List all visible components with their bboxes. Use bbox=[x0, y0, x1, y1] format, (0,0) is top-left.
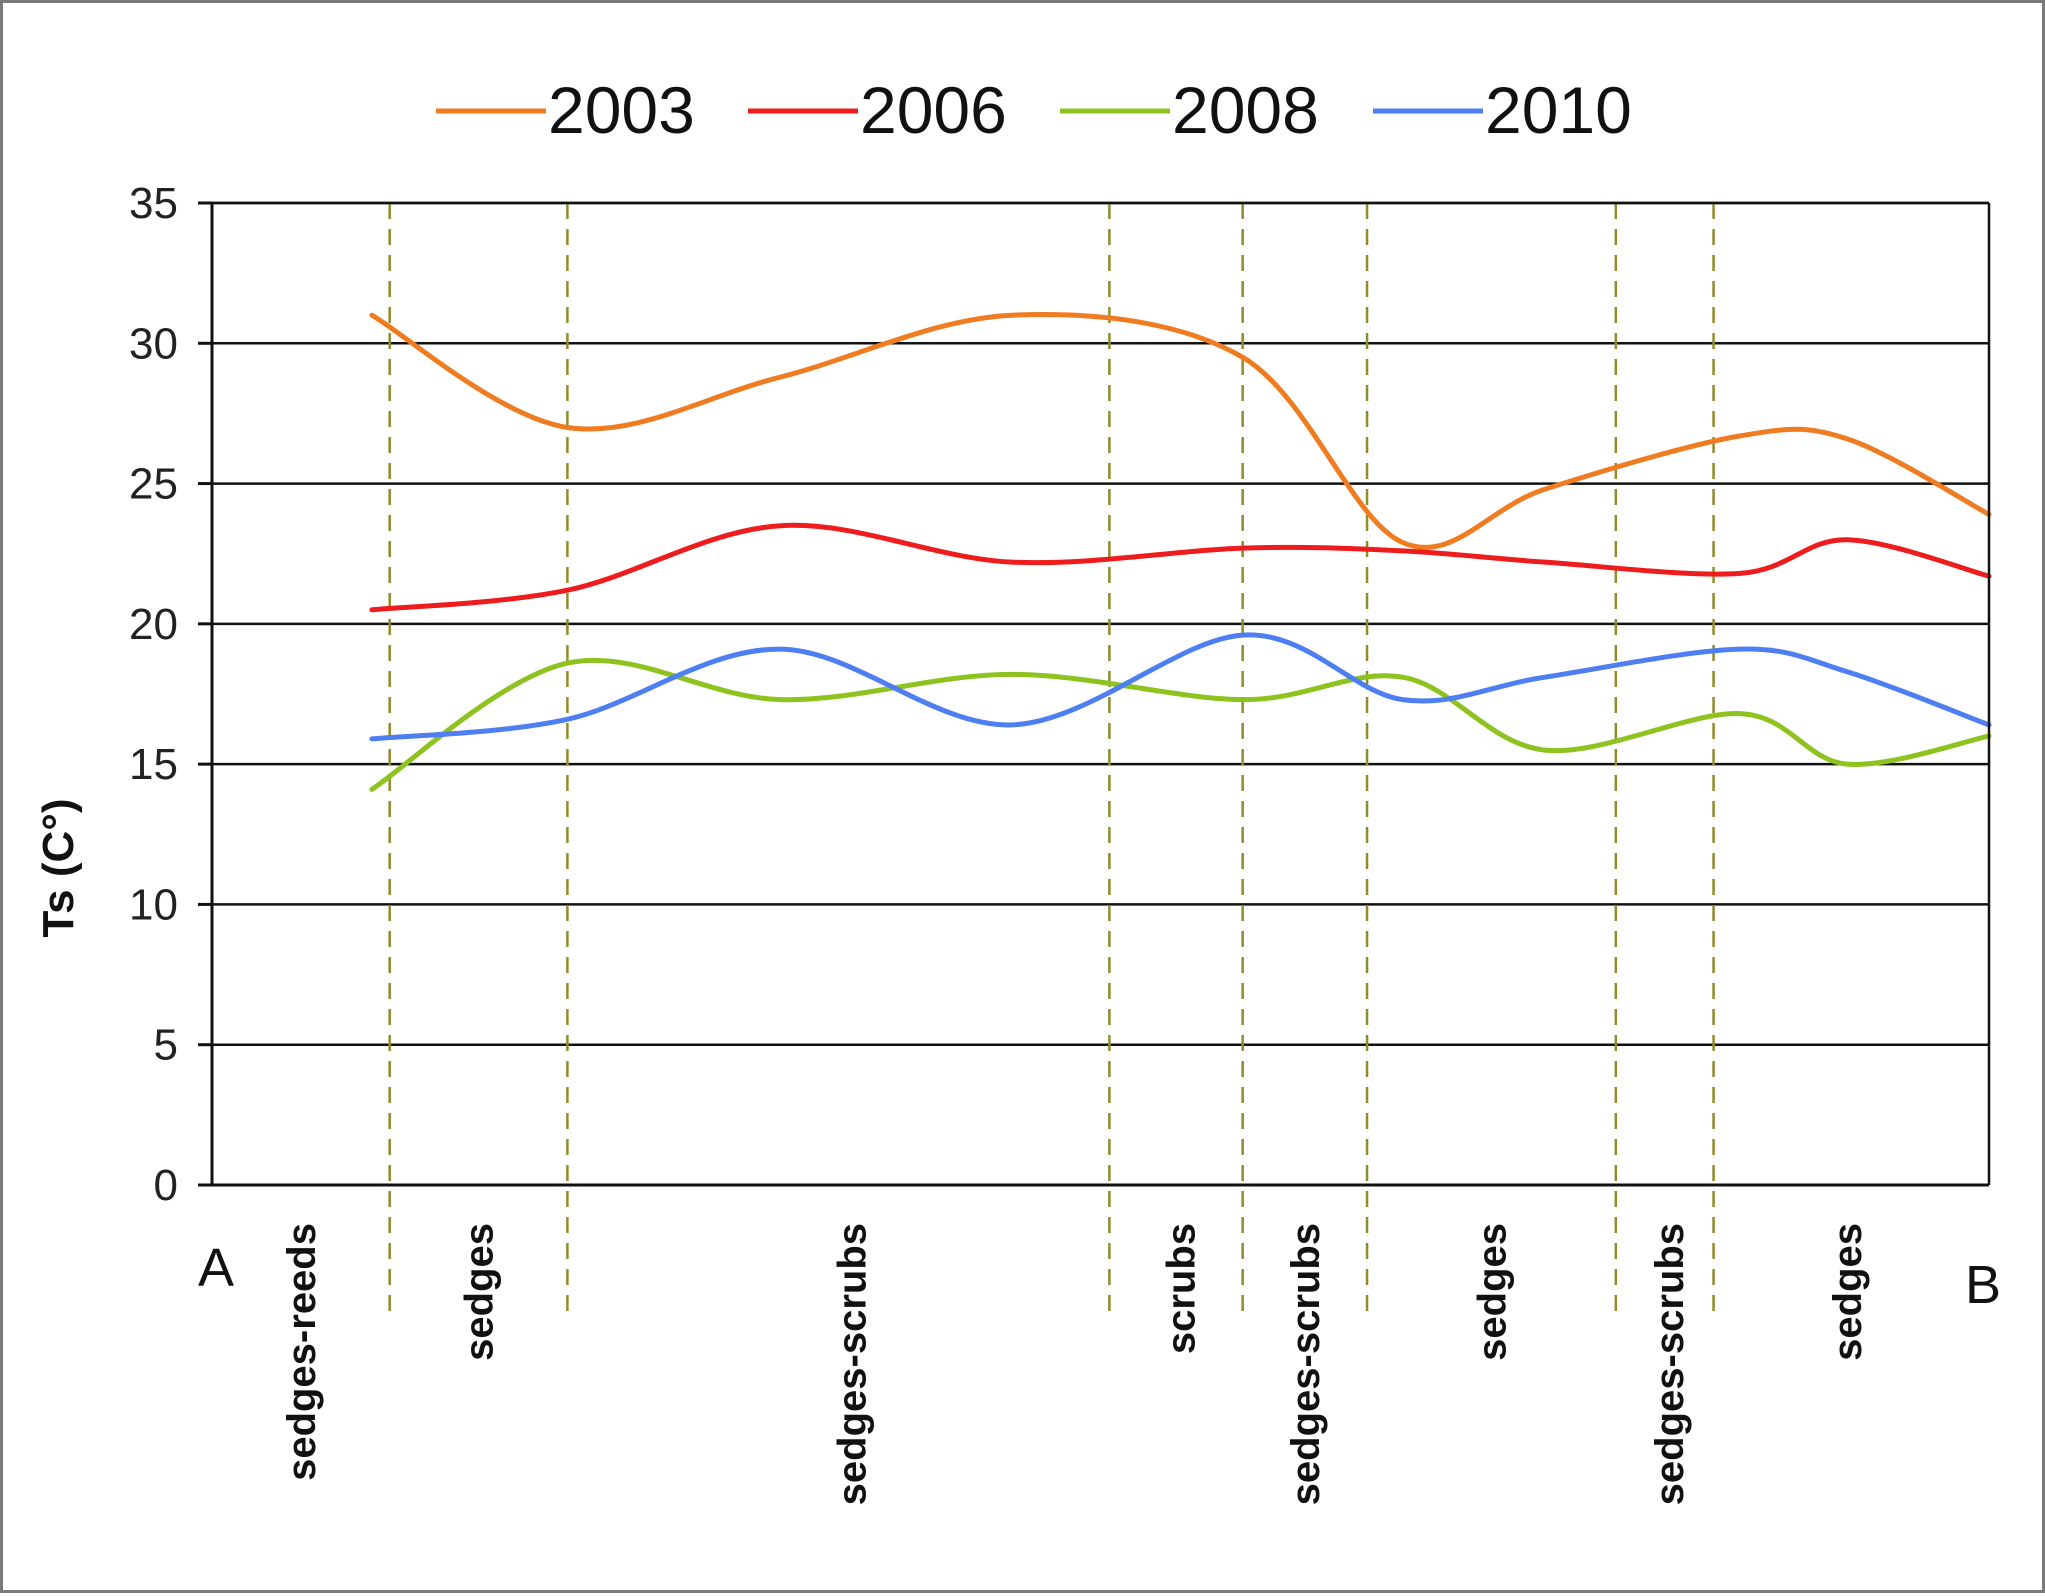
series-line-2003 bbox=[369, 312, 1992, 550]
zone-label-6: sedges bbox=[1470, 1223, 1514, 1361]
legend: 2003 2006 2008 2010 bbox=[436, 73, 1632, 147]
gridlines bbox=[212, 201, 1989, 1046]
legend-label-2006: 2006 bbox=[860, 73, 1007, 147]
endpoint-label-end: B bbox=[1965, 1255, 2001, 1315]
zone-label-2: sedges bbox=[458, 1223, 502, 1361]
legend-label-2003: 2003 bbox=[548, 73, 695, 147]
legend-label-2008: 2008 bbox=[1172, 73, 1319, 147]
zone-label-1: sedges-reeds bbox=[280, 1223, 324, 1481]
zone-label-7: sedges-scrubs bbox=[1648, 1223, 1692, 1505]
y-tick-label-20: 20 bbox=[129, 600, 178, 649]
y-tick-label-5: 5 bbox=[154, 1021, 178, 1070]
series-lines bbox=[369, 312, 1992, 792]
legend-label-2010: 2010 bbox=[1485, 73, 1632, 147]
zone-label-5: sedges-scrubs bbox=[1284, 1223, 1328, 1505]
y-tick-label-10: 10 bbox=[129, 880, 178, 929]
y-tick-label-0: 0 bbox=[154, 1161, 178, 1210]
y-tick-label-30: 30 bbox=[129, 319, 178, 368]
zone-labels: sedges-reeds sedges sedges-scrubs scrubs sed… bbox=[280, 1223, 1870, 1505]
y-tick-labels: 0 5 10 15 20 25 30 35 bbox=[129, 179, 178, 1210]
axes bbox=[198, 201, 1991, 1187]
y-tick-label-35: 35 bbox=[129, 179, 178, 228]
series-line-2006 bbox=[369, 522, 1992, 613]
zone-label-8: sedges bbox=[1826, 1223, 1870, 1361]
y-tick-label-15: 15 bbox=[129, 740, 178, 789]
zone-label-3: sedges-scrubs bbox=[831, 1223, 875, 1505]
series-line-2010 bbox=[369, 632, 1992, 742]
y-axis-label: Ts (C°) bbox=[34, 799, 83, 938]
y-tick-label-25: 25 bbox=[129, 460, 178, 509]
endpoint-label-start: A bbox=[198, 1238, 234, 1298]
series-line-2008 bbox=[369, 657, 1992, 792]
zone-label-4: scrubs bbox=[1160, 1223, 1204, 1354]
zone-dividers bbox=[388, 203, 1715, 1321]
